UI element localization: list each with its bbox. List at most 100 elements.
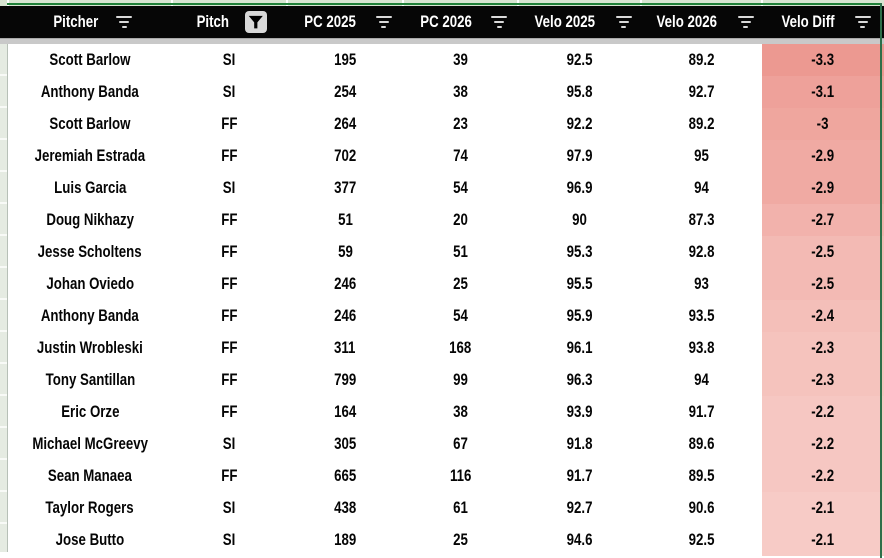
cell-velo-diff[interactable]: -2.9 — [762, 140, 884, 172]
cell-pitcher[interactable]: Tony Santillan — [8, 364, 172, 396]
cell-pitch[interactable]: FF — [172, 268, 287, 300]
column-header-pitch[interactable]: Pitch — [172, 6, 287, 38]
cell-velo-diff[interactable]: -3 — [762, 108, 884, 140]
cell-pitch[interactable]: SI — [172, 44, 287, 76]
cell-velo-diff[interactable]: -2.5 — [762, 268, 884, 300]
cell-velo-2025[interactable]: 95.9 — [518, 300, 641, 332]
filter-icon[interactable] — [375, 16, 393, 28]
cell-pitch[interactable]: FF — [172, 108, 287, 140]
cell-pc-2026[interactable]: 25 — [403, 524, 518, 556]
cell-velo-2026[interactable]: 93.8 — [641, 332, 762, 364]
cell-pc-2025[interactable]: 246 — [287, 300, 403, 332]
cell-pc-2025[interactable]: 311 — [287, 332, 403, 364]
cell-pc-2026[interactable]: 74 — [403, 140, 518, 172]
cell-velo-2026[interactable]: 93.5 — [641, 300, 762, 332]
cell-pitcher[interactable]: Johan Oviedo — [8, 268, 172, 300]
cell-pc-2026[interactable]: 25 — [403, 268, 518, 300]
cell-pc-2025[interactable]: 702 — [287, 140, 403, 172]
cell-pitcher[interactable]: Luis Garcia — [8, 172, 172, 204]
cell-velo-2026[interactable]: 91.7 — [641, 396, 762, 428]
cell-pitch[interactable]: FF — [172, 396, 287, 428]
column-header-pitcher[interactable]: Pitcher — [8, 6, 172, 38]
cell-pc-2026[interactable]: 54 — [403, 172, 518, 204]
cell-pitch[interactable]: FF — [172, 364, 287, 396]
cell-pitch[interactable]: SI — [172, 76, 287, 108]
filter-icon[interactable] — [615, 16, 633, 28]
cell-pc-2026[interactable]: 116 — [403, 460, 518, 492]
cell-pc-2026[interactable]: 168 — [403, 332, 518, 364]
cell-velo-2025[interactable]: 92.7 — [518, 492, 641, 524]
cell-velo-2026[interactable]: 89.2 — [641, 44, 762, 76]
cell-pc-2025[interactable]: 665 — [287, 460, 403, 492]
cell-pitcher[interactable]: Scott Barlow — [8, 108, 172, 140]
cell-pitch[interactable]: FF — [172, 204, 287, 236]
filter-icon[interactable] — [854, 16, 872, 28]
cell-pc-2025[interactable]: 195 — [287, 44, 403, 76]
cell-velo-2026[interactable]: 94 — [641, 364, 762, 396]
cell-velo-diff[interactable]: -2.3 — [762, 364, 884, 396]
cell-velo-diff[interactable]: -3.3 — [762, 44, 884, 76]
cell-pc-2025[interactable]: 246 — [287, 268, 403, 300]
cell-velo-2026[interactable]: 93 — [641, 268, 762, 300]
cell-pitch[interactable]: SI — [172, 492, 287, 524]
cell-velo-2025[interactable]: 94.6 — [518, 524, 641, 556]
cell-pc-2025[interactable]: 59 — [287, 236, 403, 268]
cell-velo-2025[interactable]: 95.8 — [518, 76, 641, 108]
cell-pc-2025[interactable]: 305 — [287, 428, 403, 460]
cell-velo-2025[interactable]: 90 — [518, 204, 641, 236]
cell-velo-2025[interactable]: 96.3 — [518, 364, 641, 396]
cell-velo-diff[interactable]: -2.4 — [762, 300, 884, 332]
column-header-pc-2025[interactable]: PC 2025 — [287, 6, 403, 38]
cell-pitcher[interactable]: Jose Butto — [8, 524, 172, 556]
column-header-velo-2026[interactable]: Velo 2026 — [641, 6, 762, 38]
cell-pc-2025[interactable]: 264 — [287, 108, 403, 140]
cell-pc-2025[interactable]: 438 — [287, 492, 403, 524]
cell-velo-diff[interactable]: -2.1 — [762, 492, 884, 524]
cell-pc-2026[interactable]: 51 — [403, 236, 518, 268]
cell-pitch[interactable]: SI — [172, 428, 287, 460]
cell-velo-2025[interactable]: 92.2 — [518, 108, 641, 140]
cell-pitcher[interactable]: Sean Manaea — [8, 460, 172, 492]
cell-pc-2026[interactable]: 99 — [403, 364, 518, 396]
cell-pc-2025[interactable]: 189 — [287, 524, 403, 556]
cell-pc-2026[interactable]: 23 — [403, 108, 518, 140]
cell-pc-2025[interactable]: 51 — [287, 204, 403, 236]
cell-pc-2026[interactable]: 67 — [403, 428, 518, 460]
column-header-velo-2025[interactable]: Velo 2025 — [518, 6, 641, 38]
cell-pc-2026[interactable]: 38 — [403, 396, 518, 428]
cell-velo-2026[interactable]: 87.3 — [641, 204, 762, 236]
column-header-pc-2026[interactable]: PC 2026 — [403, 6, 518, 38]
cell-velo-2026[interactable]: 90.6 — [641, 492, 762, 524]
cell-velo-2026[interactable]: 89.5 — [641, 460, 762, 492]
cell-pc-2025[interactable]: 254 — [287, 76, 403, 108]
cell-pitch[interactable]: FF — [172, 332, 287, 364]
cell-pitcher[interactable]: Jesse Scholtens — [8, 236, 172, 268]
cell-pitch[interactable]: FF — [172, 460, 287, 492]
cell-velo-2025[interactable]: 91.8 — [518, 428, 641, 460]
cell-pitch[interactable]: FF — [172, 236, 287, 268]
cell-velo-2026[interactable]: 92.5 — [641, 524, 762, 556]
cell-pitcher[interactable]: Taylor Rogers — [8, 492, 172, 524]
cell-velo-2025[interactable]: 92.5 — [518, 44, 641, 76]
cell-velo-2026[interactable]: 92.8 — [641, 236, 762, 268]
cell-velo-2026[interactable]: 89.2 — [641, 108, 762, 140]
cell-pitch[interactable]: FF — [172, 140, 287, 172]
filter-icon[interactable] — [115, 16, 133, 28]
cell-pitch[interactable]: FF — [172, 300, 287, 332]
cell-pitcher[interactable]: Scott Barlow — [8, 44, 172, 76]
cell-velo-2025[interactable]: 95.5 — [518, 268, 641, 300]
cell-pc-2025[interactable]: 377 — [287, 172, 403, 204]
cell-pc-2026[interactable]: 61 — [403, 492, 518, 524]
cell-pc-2025[interactable]: 799 — [287, 364, 403, 396]
cell-velo-2025[interactable]: 95.3 — [518, 236, 641, 268]
cell-velo-diff[interactable]: -2.2 — [762, 428, 884, 460]
cell-velo-diff[interactable]: -2.3 — [762, 332, 884, 364]
column-header-velo-diff[interactable]: Velo Diff — [762, 6, 884, 38]
cell-velo-diff[interactable]: -2.2 — [762, 460, 884, 492]
cell-pc-2026[interactable]: 54 — [403, 300, 518, 332]
cell-velo-2025[interactable]: 97.9 — [518, 140, 641, 172]
filter-icon[interactable] — [737, 16, 755, 28]
cell-pc-2026[interactable]: 20 — [403, 204, 518, 236]
cell-velo-diff[interactable]: -2.1 — [762, 524, 884, 556]
cell-pitcher[interactable]: Anthony Banda — [8, 300, 172, 332]
